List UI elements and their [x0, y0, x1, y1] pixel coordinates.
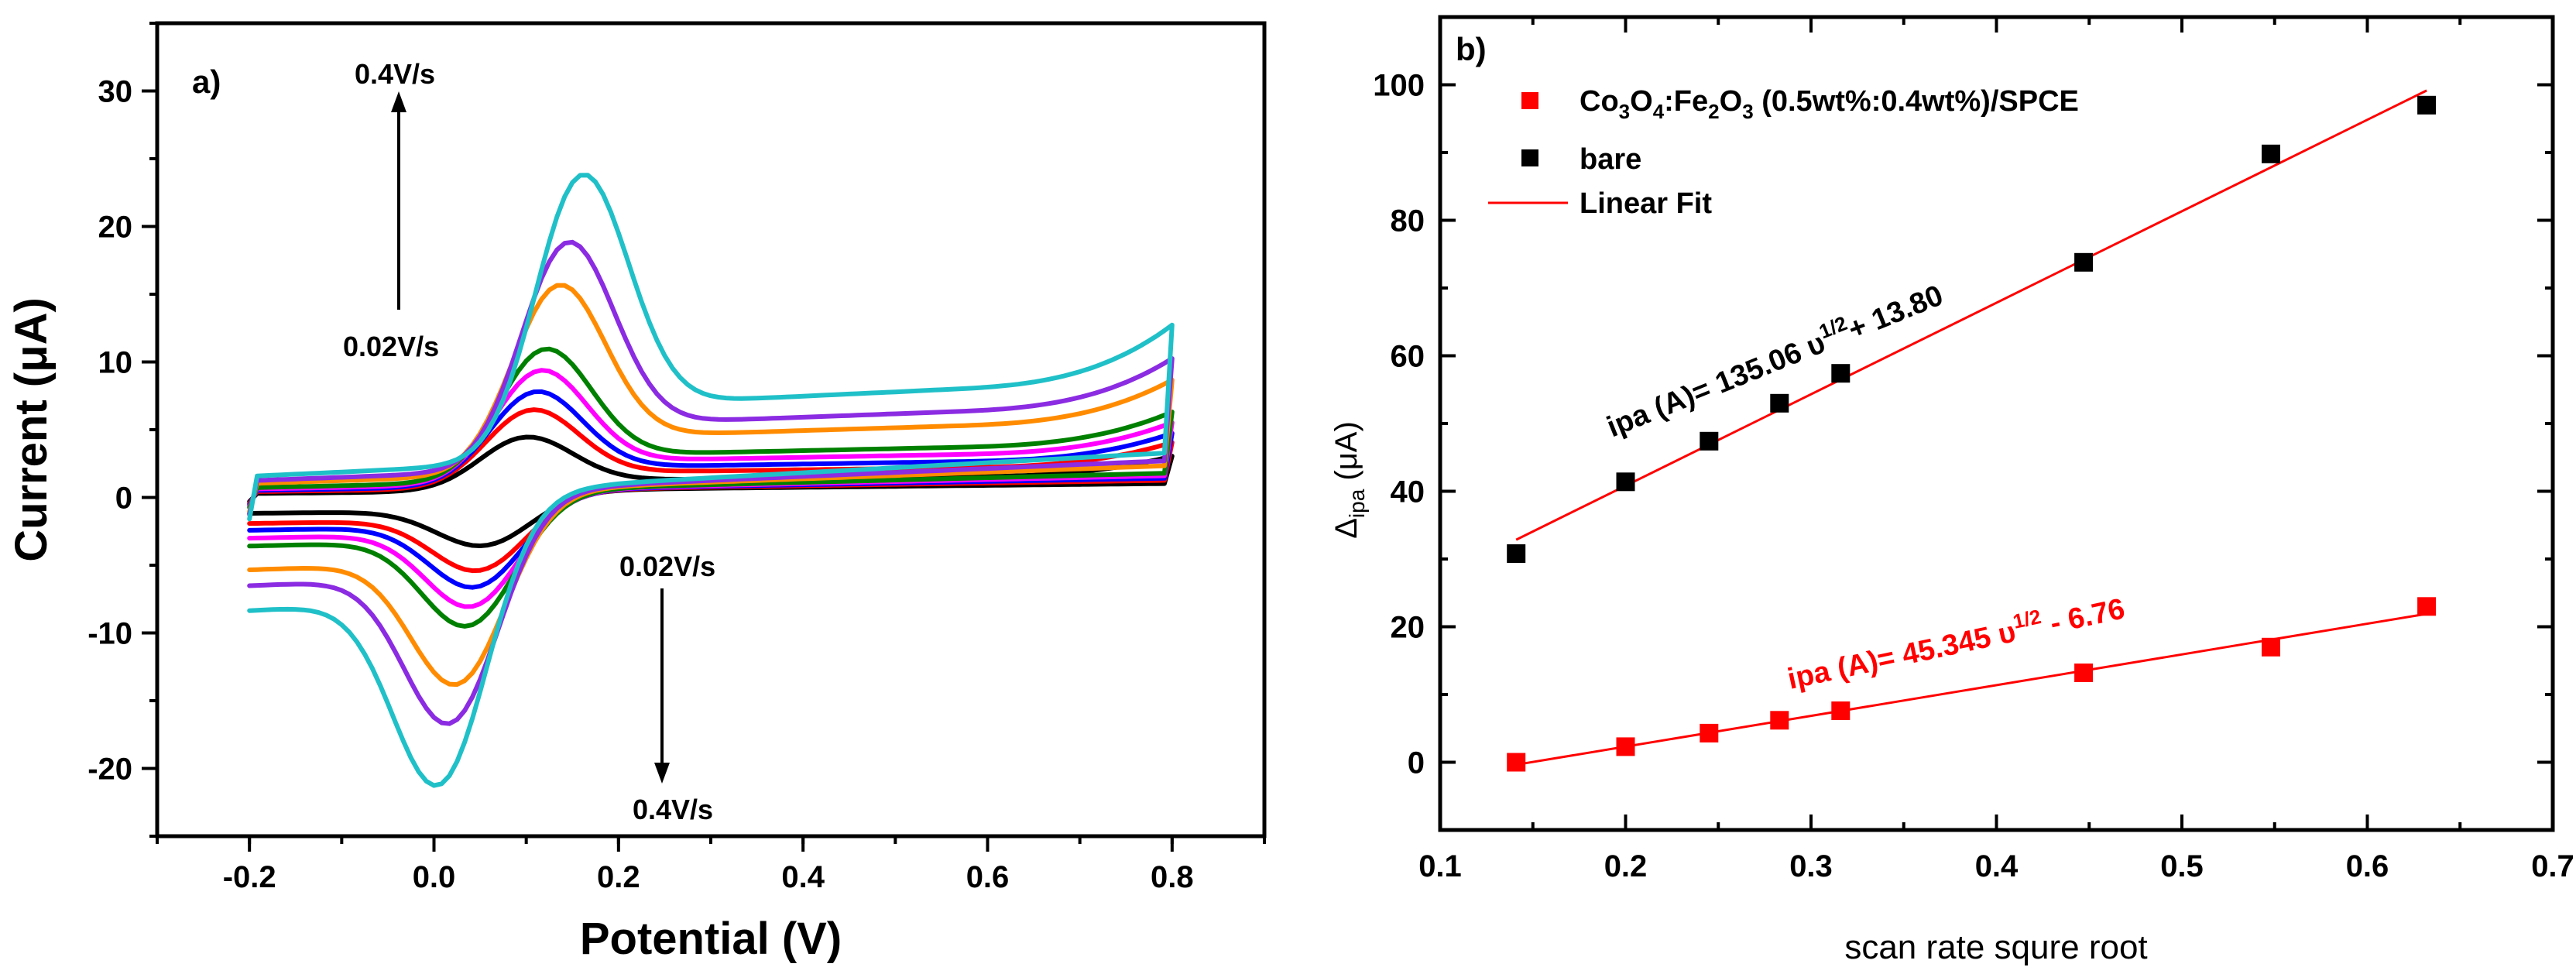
panel-a-frame [155, 21, 1267, 839]
b-x-tick-label: 0.4 [1975, 849, 2019, 883]
y-title-prefix: Current ( [6, 372, 57, 562]
bare-eq-tail: + 13.80 [1844, 280, 1947, 347]
a-y-tick-label: -20 [87, 753, 132, 787]
anodic-bottom-label: 0.02V/s [343, 331, 439, 362]
data-point [1700, 431, 1719, 451]
red-eq-tail: - 6.76 [2039, 592, 2128, 641]
data-point [2074, 252, 2094, 272]
legend-sub-2: 2 [1708, 100, 1719, 123]
legend-tail: (0.5wt%:0.4wt%)/SPCE [1754, 85, 2079, 118]
data-point [2262, 144, 2280, 163]
legend-sub-3a: 3 [1619, 100, 1630, 123]
legend-marker-red [1521, 92, 1538, 109]
anodic-arrowhead [391, 91, 406, 112]
a-y-tick-label: -10 [87, 617, 132, 651]
a-y-tick-label: 10 [98, 346, 133, 380]
cathodic-bottom-label: 0.4V/s [633, 794, 713, 825]
cathodic-top-label: 0.02V/s [619, 550, 715, 582]
a-x-tick-label: 0.4 [781, 860, 825, 894]
panel-a-label: a) [192, 63, 221, 100]
b-y-tick-label: 80 [1391, 204, 1425, 238]
red-eq-main: ipa (A)= 45.345 [1785, 619, 2001, 696]
panel-b-ticks: 0.1 0.2 0.3 0.4 0.5 0.6 0.7 0 20 40 60 80 100 [1373, 15, 2574, 883]
panel-a: -0.2 0.0 0.2 0.4 0.6 0.8 -20 -10 0 10 20 30 a) 0.4V… [6, 21, 1267, 964]
legend-sub-4: 4 [1653, 100, 1665, 123]
red-eq-sup: 1/2 [2011, 605, 2043, 633]
legend-label-fit: Linear Fit [1580, 187, 1712, 220]
data-point [1770, 393, 1789, 413]
b-y-tick-label: 0 [1408, 746, 1425, 780]
bare-fit-equation: ipa (A)= 135.06 υ1/2+ 13.80 [1600, 274, 1947, 444]
legend-co: Co [1580, 85, 1619, 118]
data-point [1616, 472, 1635, 492]
panel-b-y-axis-title: Δipa (μA) [1329, 421, 1369, 539]
cv-curve-0.4V/s [247, 173, 1175, 788]
a-y-tick-label: 30 [98, 75, 133, 109]
b-y-tick-label: 20 [1391, 611, 1425, 645]
a-x-tick-label: 0.8 [1151, 860, 1194, 894]
panel-a-curves [247, 173, 1175, 788]
legend-marker-black [1521, 149, 1538, 166]
data-point [2074, 664, 2094, 682]
fit-line-bare [1515, 89, 2427, 541]
y-title-suffix: A) [6, 297, 57, 345]
anodic-top-label: 0.4V/s [355, 58, 435, 90]
b-x-tick-label: 0.3 [1789, 849, 1833, 883]
b-y-tick-label: 100 [1373, 69, 1425, 103]
panel-a-ticks: -0.2 0.0 0.2 0.4 0.6 0.8 -20 -10 0 10 20 30 [87, 22, 1266, 894]
data-point [1507, 544, 1526, 563]
panel-b-points [1507, 95, 2437, 772]
data-point [1831, 364, 1851, 383]
b-x-tick-label: 0.6 [2346, 849, 2389, 883]
panel-a-y-axis-title: Current (μA) [6, 297, 57, 562]
legend-label-black: bare [1580, 143, 1641, 176]
data-point [2417, 95, 2437, 115]
data-point [2262, 637, 2280, 657]
panel-a-x-axis-title: Potential (V) [580, 914, 842, 964]
legend-o-b: O [1720, 85, 1743, 118]
b-x-tick-label: 0.1 [1418, 849, 1462, 883]
y-title-greek: μ [6, 345, 57, 372]
a-y-tick-label: 0 [115, 482, 132, 516]
data-point [1616, 737, 1635, 756]
legend-fe: :Fe [1664, 85, 1708, 118]
a-x-tick-label: 0.0 [413, 860, 456, 894]
b-y-tick-label: 60 [1391, 340, 1425, 374]
legend-label-red: Co3O4:Fe2O3 (0.5wt%:0.4wt%)/SPCE [1580, 85, 2079, 123]
b-y-tick-label: 40 [1391, 475, 1425, 509]
b-ylabel-unit: (μA) [1329, 421, 1363, 489]
legend: Co3O4:Fe2O3 (0.5wt%:0.4wt%)/SPCE bare Li… [1488, 85, 2079, 220]
b-ylabel-sub: ipa [1345, 489, 1369, 518]
panel-b-label: b) [1456, 31, 1487, 67]
a-y-tick-label: 20 [98, 211, 133, 245]
b-ylabel-delta: Δ [1329, 518, 1363, 539]
legend-sub-3b: 3 [1742, 100, 1753, 123]
b-x-tick-label: 0.5 [2160, 849, 2204, 883]
a-x-tick-label: 0.6 [966, 860, 1010, 894]
b-x-tick-label: 0.7 [2531, 849, 2574, 883]
bare-eq-main: ipa (A)= 135.06 [1603, 333, 1814, 444]
legend-o-a: O [1630, 85, 1653, 118]
a-x-tick-label: -0.2 [223, 860, 276, 894]
data-point [1770, 711, 1789, 730]
b-x-tick-label: 0.2 [1604, 849, 1648, 883]
a-x-tick-label: 0.2 [597, 860, 640, 894]
data-point [1831, 701, 1851, 720]
data-point [1700, 723, 1719, 743]
data-point [2417, 597, 2437, 616]
panel-b-x-axis-title: scan rate squre root [1844, 928, 2147, 966]
data-point [1507, 753, 1526, 772]
cathodic-arrowhead [654, 763, 670, 784]
